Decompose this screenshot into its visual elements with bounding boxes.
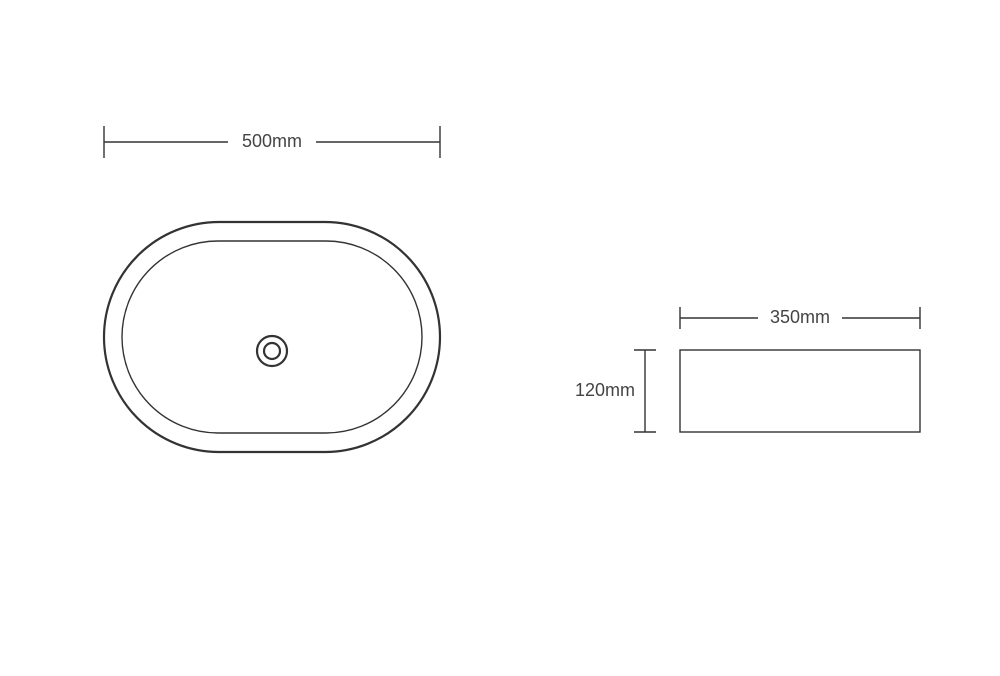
dimension-side-height: 120mm [575,350,656,432]
dimension-side-width: 350mm [680,306,920,330]
dim-side-width-label: 350mm [770,307,830,327]
dimension-top-width: 500mm [104,126,440,158]
drain-inner-ring [264,343,280,359]
dim-side-height-label: 120mm [575,380,635,400]
basin-side-view [680,350,920,432]
basin-top-view [104,222,440,452]
basin-side-outline [680,350,920,432]
drain-outer-ring [257,336,287,366]
dim-top-width-label: 500mm [242,131,302,151]
